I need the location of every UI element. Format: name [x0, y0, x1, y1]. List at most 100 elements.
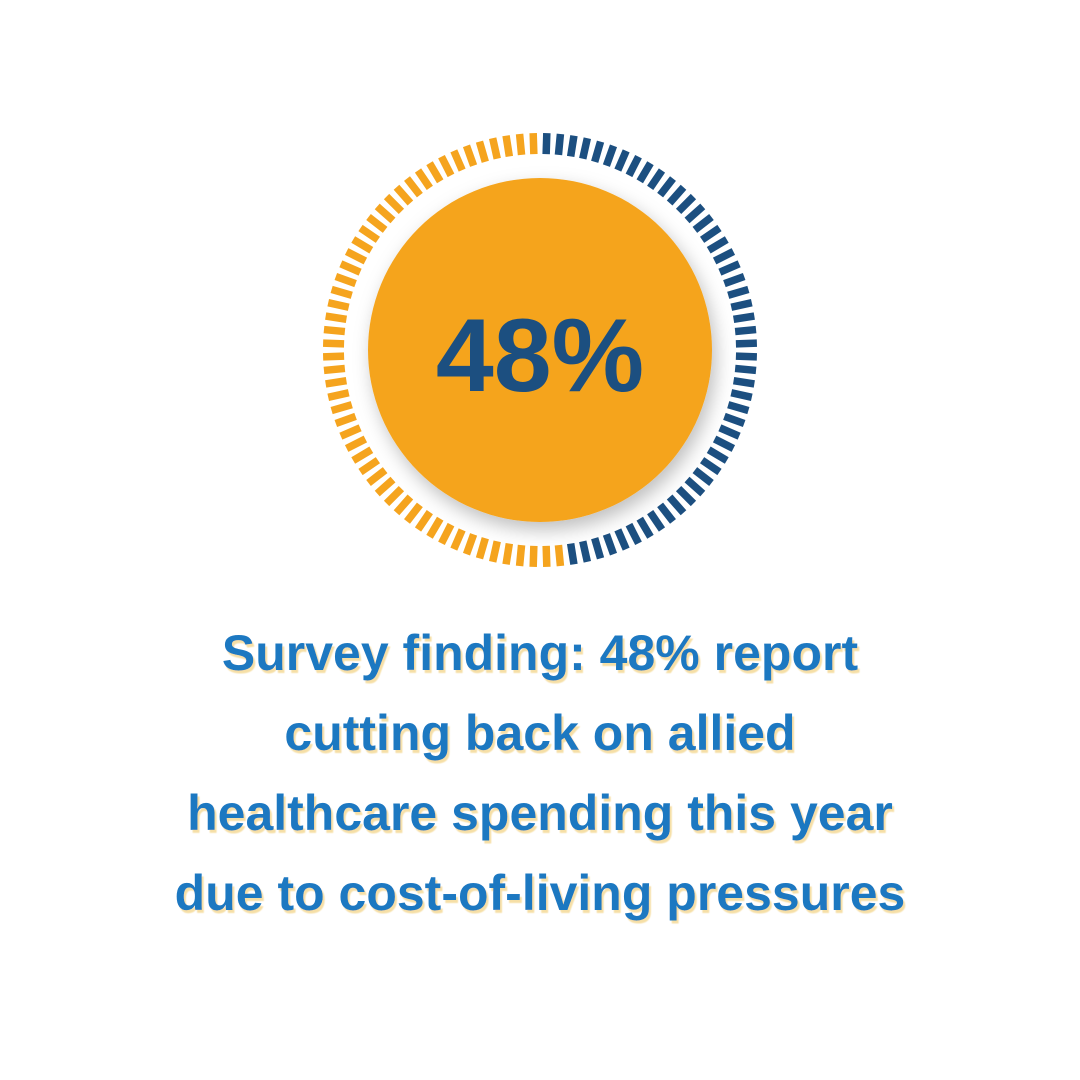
- gauge-tick: [647, 509, 666, 532]
- gauge-tick: [462, 144, 478, 167]
- gauge-tick: [383, 485, 405, 507]
- gauge-tick: [330, 401, 353, 415]
- gauge-tick: [344, 248, 368, 265]
- gauge-tick: [358, 224, 381, 243]
- gauge-tick: [602, 144, 618, 167]
- gauge-center: [368, 178, 712, 522]
- gauge-tick: [579, 540, 591, 563]
- gauge-track-ticks: [322, 132, 565, 568]
- gauge-tick: [438, 522, 455, 546]
- gauge-tick: [712, 248, 736, 265]
- gauge-tick: [325, 312, 347, 324]
- gauge-tick: [718, 424, 741, 440]
- gauge-tick: [351, 446, 374, 464]
- gauge-tick: [730, 299, 753, 311]
- gauge-tick: [699, 224, 722, 243]
- gauge-tick: [322, 352, 345, 361]
- gauge-tick: [344, 435, 368, 452]
- gauge-tick: [322, 339, 345, 348]
- gauge-tick: [692, 467, 714, 486]
- caption-line: due to cost-of-living pressures: [175, 865, 906, 921]
- gauge-tick: [636, 161, 654, 184]
- gauge-tick: [718, 260, 741, 276]
- gauge-tick: [502, 543, 514, 565]
- gauge-tick: [414, 168, 433, 191]
- gauge-tick: [614, 528, 630, 551]
- gauge-tick: [625, 522, 642, 546]
- gauge-tick: [554, 544, 565, 567]
- gauge-tick: [334, 272, 357, 288]
- gauge-tick: [374, 476, 396, 497]
- gauge-tick: [647, 168, 666, 191]
- gauge-tick: [727, 401, 750, 415]
- gauge-tick: [515, 544, 526, 567]
- gauge-tick: [566, 135, 578, 157]
- gauge-tick: [438, 154, 455, 178]
- gauge-tick: [327, 389, 350, 401]
- gauge-tick: [591, 140, 605, 163]
- gauge-tick: [393, 184, 414, 206]
- gauge-tick: [366, 214, 388, 233]
- gauge-tick: [426, 161, 444, 184]
- gauge-tick: [730, 389, 753, 401]
- gauge-tick: [666, 184, 687, 206]
- gauge-tick: [325, 376, 347, 388]
- gauge-tick: [383, 193, 405, 215]
- gauge-tick: [542, 132, 551, 155]
- gauge-tick: [426, 516, 444, 539]
- gauge-tick: [542, 545, 551, 568]
- gauge-tick: [351, 236, 374, 254]
- caption-line: Survey finding: 48% report: [222, 625, 859, 681]
- gauge-tick: [339, 424, 362, 440]
- gauge-tick: [323, 364, 346, 375]
- gauge-tick: [529, 132, 538, 155]
- gauge-tick: [657, 502, 676, 524]
- gauge-tick: [339, 260, 362, 276]
- gauge-tick: [515, 133, 526, 156]
- gauge-tick: [414, 509, 433, 532]
- gauge-tick: [450, 149, 466, 172]
- gauge-tick: [723, 412, 746, 428]
- gauge-tick: [712, 435, 736, 452]
- gauge-tick: [502, 135, 514, 157]
- gauge-tick: [657, 176, 676, 198]
- gauge-tick: [566, 543, 578, 565]
- gauge-tick: [475, 140, 489, 163]
- caption-line: healthcare spending this year: [187, 785, 893, 841]
- gauge-tick: [529, 545, 538, 568]
- gauge-tick: [625, 154, 642, 178]
- gauge-tick: [404, 502, 423, 524]
- caption-line: cutting back on allied: [284, 705, 795, 761]
- gauge-tick: [706, 446, 729, 464]
- gauge-tick: [706, 236, 729, 254]
- gauge-tick: [330, 285, 353, 299]
- gauge-value-label: 48%: [436, 298, 644, 414]
- gauge-tick: [404, 176, 423, 198]
- gauge-tick: [334, 412, 357, 428]
- gauge-tick: [675, 485, 697, 507]
- gauge-value-ticks: [542, 132, 758, 565]
- gauge-tick: [692, 214, 714, 233]
- gauge-tick: [734, 325, 757, 336]
- gauge-tick: [684, 203, 706, 224]
- gauge-tick: [614, 149, 630, 172]
- gauge-tick: [734, 364, 757, 375]
- gauge-tick: [735, 339, 758, 348]
- gauge-tick: [450, 528, 466, 551]
- gauge-tick: [327, 299, 350, 311]
- gauge-tick: [554, 133, 565, 156]
- gauge-tick: [684, 476, 706, 497]
- gauge-tick: [727, 285, 750, 299]
- gauge-tick: [489, 137, 501, 160]
- gauge-tick: [475, 537, 489, 560]
- gauge-tick: [699, 457, 722, 476]
- gauge-tick: [489, 540, 501, 563]
- gauge-tick: [323, 325, 346, 336]
- gauge-tick: [735, 352, 758, 361]
- gauge-tick: [591, 537, 605, 560]
- gauge-tick: [579, 137, 591, 160]
- gauge-tick: [666, 494, 687, 516]
- gauge-tick: [733, 376, 755, 388]
- gauge-tick: [602, 533, 618, 556]
